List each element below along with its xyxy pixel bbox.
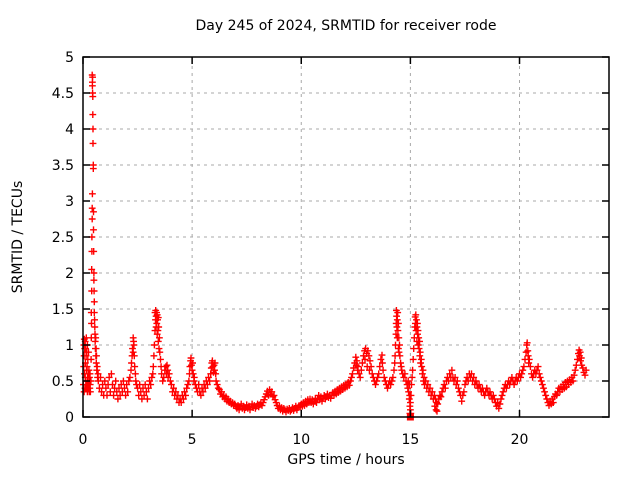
y-tick-label: 4.5 [52,86,74,102]
axis-ticks [82,56,609,418]
y-tick-label: 2.5 [52,230,74,246]
y-tick-label: 0.5 [52,374,74,390]
x-axis-label: GPS time / hours [287,452,404,468]
x-tick-label: 15 [401,432,419,448]
x-tick-label: 5 [188,432,197,448]
plot-border [82,56,610,418]
y-axis-label: SRMTID / TECUs [10,181,26,294]
tick-labels: 0 0.5 1 1.5 2 2.5 3 3.5 4 4.5 5 0 5 10 15 20 [52,50,529,448]
y-tick-label: 5 [65,50,74,66]
x-tick-label: 0 [79,432,88,448]
y-tick-label: 3 [65,194,74,210]
y-tick-label: 1.5 [52,302,74,318]
data-points [80,71,590,421]
y-tick-label: 2 [65,266,74,282]
y-tick-label: 3.5 [52,158,74,174]
y-tick-label: 4 [65,122,74,138]
y-tick-label: 1 [65,338,74,354]
chart-title: Day 245 of 2024, SRMTID for receiver rod… [196,18,497,34]
x-tick-label: 20 [511,432,529,448]
y-tick-label: 0 [65,410,74,426]
scatter-plus-markers [80,71,590,421]
grid-lines [85,66,600,415]
x-tick-label: 10 [292,432,310,448]
